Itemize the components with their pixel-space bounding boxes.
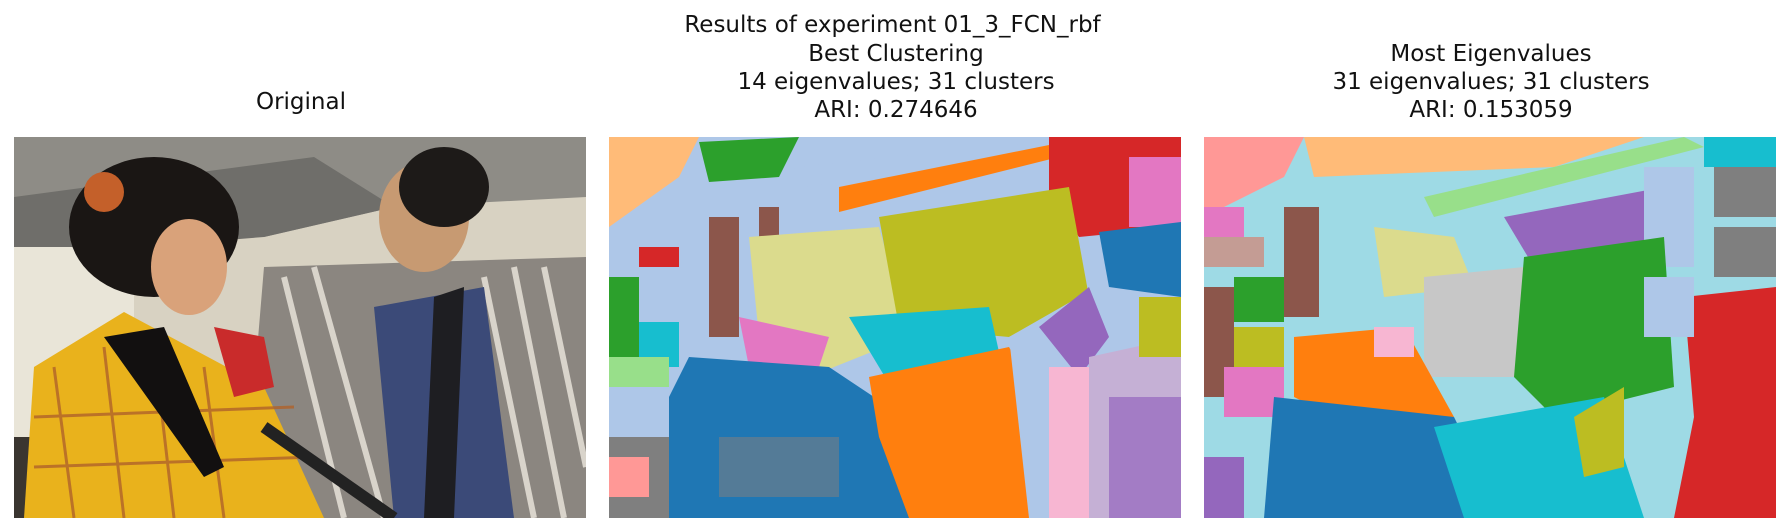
panel-title-line: 31 eigenvalues; 31 clusters — [1332, 69, 1650, 95]
panel-title-line: ARI: 0.274646 — [814, 97, 978, 123]
panel-original: Original — [14, 0, 588, 532]
panel-best-clustering: Best Clustering 14 eigenvalues; 31 clust… — [609, 0, 1183, 532]
panel-title-line: Best Clustering — [808, 41, 984, 67]
panel-title-line: 14 eigenvalues; 31 clusters — [737, 69, 1055, 95]
panel-title-line: Original — [255, 89, 346, 115]
panel-title-line: Most Eigenvalues — [1390, 41, 1592, 67]
most-eigenvalues-image — [1204, 137, 1776, 518]
panel-most-eigenvalues: Most Eigenvalues 31 eigenvalues; 31 clus… — [1204, 0, 1778, 532]
panel-title-best: Best Clustering 14 eigenvalues; 31 clust… — [609, 40, 1183, 124]
panel-title-original: Original — [14, 88, 588, 116]
best-clustering-image — [609, 137, 1181, 518]
panel-title-line: ARI: 0.153059 — [1409, 97, 1573, 123]
panel-title-most: Most Eigenvalues 31 eigenvalues; 31 clus… — [1204, 40, 1778, 124]
figure-suptitle: Results of experiment 01_3_FCN_rbf — [684, 12, 1101, 38]
original-image — [14, 137, 586, 518]
